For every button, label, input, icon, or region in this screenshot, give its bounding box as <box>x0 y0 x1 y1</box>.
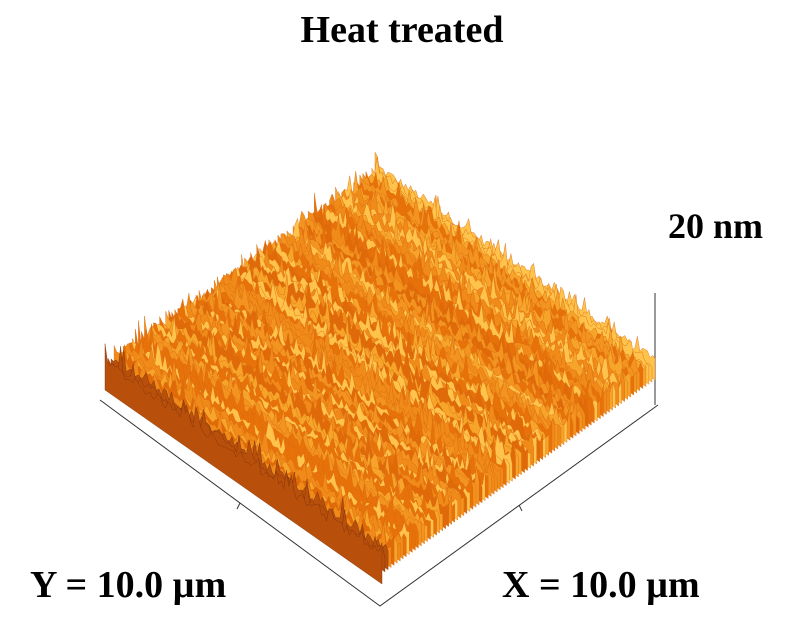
title: Heat treated <box>301 9 504 51</box>
axis-tick <box>237 503 240 509</box>
surface <box>105 152 655 584</box>
x-axis-label: X = 10.0 µm <box>502 564 700 606</box>
figure: Heat treated 20 nm Y = 10.0 µm X = 10.0 … <box>0 0 804 617</box>
y-axis-label: Y = 10.0 µm <box>30 564 226 606</box>
axis-tick <box>519 505 522 511</box>
z-scale-label: 20 nm <box>668 206 763 246</box>
page: {"title": "Heat treated", "z_scale_label… <box>0 0 804 617</box>
